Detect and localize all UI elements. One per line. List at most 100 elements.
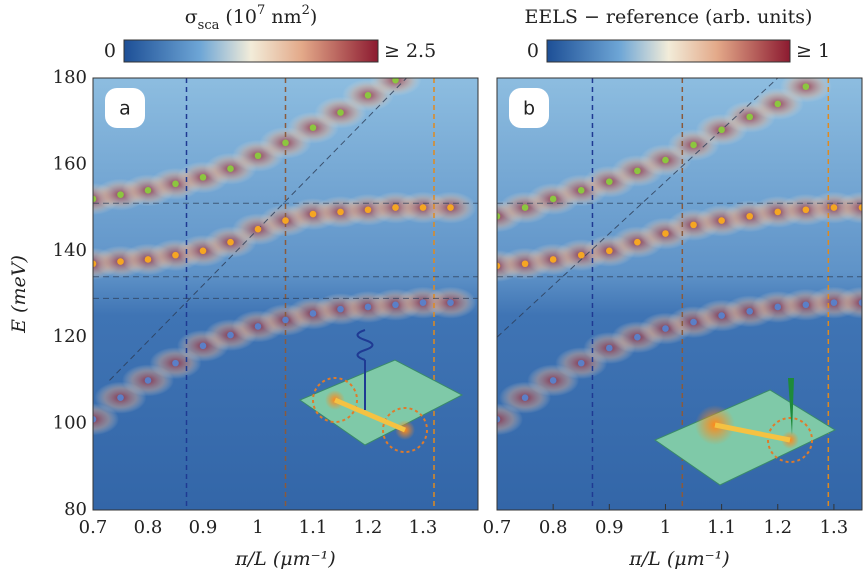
colorbar-tick-label: ≥ 1 [796,40,830,62]
mode-dot [497,415,501,423]
x-tick-label: 0.7 [483,517,512,538]
mode-dot [364,91,372,99]
panel-label: b [523,98,535,120]
x-tick-label: 1.3 [409,517,438,538]
mode-dot [634,167,641,175]
mode-dot [309,310,317,317]
mode-dot [282,217,289,224]
x-tick-label: 0.8 [134,517,163,538]
mode-dot [309,210,317,218]
mode-dot [746,307,753,315]
inset-b [653,378,837,486]
colorbar [546,39,791,63]
y-axis-label: E (meV) [8,255,30,334]
mode-dot [718,312,725,319]
resonance-glow [836,191,862,224]
colorbar-title-part: ) [310,6,317,28]
x-tick-label: 1.2 [763,517,792,538]
mode-dot [577,359,585,367]
mode-dot [634,238,641,246]
mode-dot [497,262,501,270]
mode-dot [802,206,810,214]
mode-dot [577,187,585,194]
mode-dot [199,174,207,181]
mode-dot [606,247,613,255]
x-tick-label: 1 [252,517,263,538]
y-tick-label: 100 [53,413,87,434]
mode-dot [227,331,234,339]
mode-dot [802,301,810,309]
mode-dot [93,195,97,203]
mode-dot [337,109,344,116]
colorbar [123,39,379,63]
x-axis-label: π/L (μm⁻¹) [234,548,335,570]
resonance-glow [779,78,832,103]
mode-dot [690,318,697,326]
y-tick-label: 80 [64,499,87,520]
panel-label-box [105,88,145,128]
resonance-glow [369,78,422,97]
mode-dot [392,301,399,309]
panels: 0 ≥ 2.5 σsca (107 nm2) 0.7 0.8 0.9 1 1.1 1.2 1.3 π… [8,3,863,570]
plot-frame [496,77,863,511]
mode-dot [858,299,862,306]
mode-dot [282,139,289,147]
mode-dot [746,212,753,220]
mode-dot [549,377,557,384]
y-tick-label: 120 [53,326,87,347]
mode-dot [227,165,234,173]
mode-dot [521,204,529,211]
mode-dot [419,299,427,306]
mode-dot [802,83,810,90]
colorbar-tick-label: ≥ 2.5 [384,40,436,62]
mode-dot [392,204,399,211]
mode-dot [521,394,529,401]
plot-area [93,78,478,510]
mode-dot [254,323,262,330]
plot-frame [92,77,479,511]
colorbar-tick-label: 0 [527,40,539,62]
mode-dot [662,156,669,164]
mode-dot [117,258,124,265]
panel-label-box [509,88,549,128]
mode-dot [830,299,838,306]
mode-dot [172,359,179,367]
resonance-glow [836,286,862,319]
x-axis-label: π/L (μm⁻¹) [628,548,729,570]
x-tick-label: 0.9 [189,517,218,538]
mode-dot [93,260,97,268]
x-tick-label: 0.8 [539,517,568,538]
mode-dot [419,204,427,211]
y-tick-label: 140 [53,240,87,261]
mode-dot [858,204,862,211]
mode-dot [549,256,557,263]
panel-label: a [119,98,131,120]
x-tick-label: 1.1 [299,517,328,538]
mode-dot [199,342,207,350]
mode-dot [634,333,641,341]
mode-dot [364,303,372,311]
x-tick-label: 0.7 [79,517,108,538]
mode-dot [690,221,697,229]
mode-dot [830,204,838,211]
mode-dot [774,303,782,311]
mode-dot [392,78,399,84]
colorbar-title-part: (10 [219,6,257,28]
inset-a [298,329,464,453]
colorbar-title-part: 2 [302,3,310,18]
x-tick-label: 1.1 [707,517,736,538]
mode-dot [364,206,372,214]
mode-dot [774,208,782,216]
x-tick-label: 1.2 [354,517,383,538]
mode-dot [144,377,152,384]
colorbar-title: EELS − reference (arb. units) [525,6,813,28]
mode-dot [199,247,207,255]
y-tick-label: 180 [53,67,87,88]
colorbar-title-part: σ [185,6,198,28]
mode-dot [117,394,124,401]
colorbar-tick-label: 0 [104,40,116,62]
mode-dot [521,260,529,268]
mode-dot [447,204,454,211]
mode-dot [774,100,782,108]
